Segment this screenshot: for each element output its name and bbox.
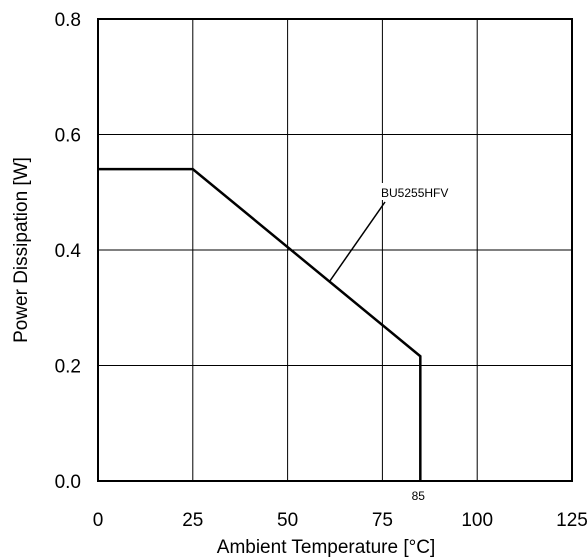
y-tick-label: 0.2 <box>55 357 81 378</box>
series-callout-leader <box>328 201 386 283</box>
x-tick-label: 100 <box>461 510 493 531</box>
x-tick-label: 0 <box>93 510 104 531</box>
y-tick-label: 0.0 <box>55 472 81 493</box>
x-tick-label: 125 <box>556 510 587 531</box>
series-layer <box>98 167 422 481</box>
x-tick-label: 75 <box>372 510 393 531</box>
x-tick-label: 50 <box>277 510 298 531</box>
x-tick-label: 25 <box>182 510 203 531</box>
series-callout-backdrop <box>379 183 473 200</box>
plot-area-frame <box>97 18 573 482</box>
x-axis-title: Ambient Temperature [°C] <box>217 537 435 557</box>
y-tick-label: 0.8 <box>55 10 81 31</box>
y-tick-label: 0.4 <box>55 241 82 262</box>
y-axis-title: Power Dissipation [W] <box>11 157 32 343</box>
y-axis-ticks: 0.0 0.2 0.4 0.6 0.8 <box>55 10 82 493</box>
y-tick-label: 0.6 <box>55 126 81 147</box>
x-axis-ticks: 0 25 50 75 100 125 <box>93 510 587 531</box>
annotation-layer: BU5255HFV 85 <box>328 183 473 503</box>
series-callout-label: BU5255HFV <box>381 186 448 200</box>
grid-lines <box>98 19 572 481</box>
x-marker-label: 85 <box>412 489 426 503</box>
series-line <box>98 167 422 481</box>
